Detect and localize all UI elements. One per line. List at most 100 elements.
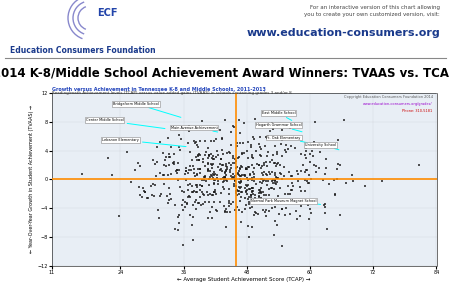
Point [378,178,386,183]
Point [235,172,243,177]
Point [205,153,212,158]
Point [252,196,259,200]
Point [229,174,236,179]
Point [193,206,200,211]
Point [192,200,199,204]
Point [234,204,241,209]
Point [232,179,239,184]
Point [242,190,249,194]
Point [189,215,197,220]
Point [213,148,220,153]
Point [337,213,344,218]
Point [105,156,112,161]
Point [258,180,265,185]
Point [247,193,254,198]
Point [182,169,189,174]
Point [248,225,256,230]
Text: Phone: 310-5181: Phone: 310-5181 [402,109,432,112]
Point [256,145,264,150]
Point [221,175,228,180]
Point [236,167,243,172]
Point [190,202,197,207]
Point [245,194,252,199]
Point [202,173,209,178]
Point [243,167,251,172]
Point [239,209,246,214]
Point [235,171,242,176]
Point [206,182,213,187]
Point [214,182,221,187]
Point [249,156,256,161]
Point [174,215,181,220]
Point [252,209,259,214]
Point [244,224,252,229]
Point [234,144,241,148]
Point [174,227,181,232]
Point [192,125,199,130]
Point [218,136,225,141]
Point [194,153,202,158]
Point [170,160,177,165]
Point [243,188,251,192]
Point [308,149,315,154]
Point [264,197,271,202]
Point [210,182,217,186]
Point [154,145,161,150]
Point [297,168,304,173]
Point [194,182,201,187]
Point [184,195,192,200]
Point [220,187,227,191]
Point [273,151,280,156]
Point [211,138,218,143]
Point [272,181,279,186]
Point [213,208,220,213]
Point [276,171,283,176]
Point [185,187,192,192]
Point [299,162,306,167]
Point [261,193,268,197]
Point [248,153,255,158]
Point [136,164,144,168]
Point [232,189,239,194]
Point [262,208,270,213]
Point [210,193,217,198]
Point [256,180,264,185]
Point [210,176,217,181]
Point [207,172,215,177]
Point [256,194,263,199]
Point [278,172,285,176]
Point [245,202,252,206]
Point [320,178,327,182]
Point [220,179,228,184]
Point [230,184,237,188]
Point [179,198,186,203]
Point [288,187,295,192]
Point [268,135,275,140]
Point [176,145,183,150]
Point [221,175,228,180]
Point [184,201,191,206]
Point [236,208,243,212]
Point [193,184,200,189]
Point [218,135,225,140]
Point [267,129,274,134]
Point [201,175,208,179]
Point [225,187,233,191]
Point [223,164,230,169]
Point [322,205,329,209]
Point [237,189,244,194]
Point [287,212,294,217]
Point [250,175,257,180]
Point [256,194,263,199]
Point [244,182,252,187]
Point [230,175,237,180]
Point [161,182,168,187]
Point [282,213,289,218]
Point [297,152,304,156]
Point [214,172,221,177]
Point [179,242,186,247]
Point [221,118,229,122]
Point [216,199,224,204]
Point [216,128,223,132]
Point [274,161,282,166]
